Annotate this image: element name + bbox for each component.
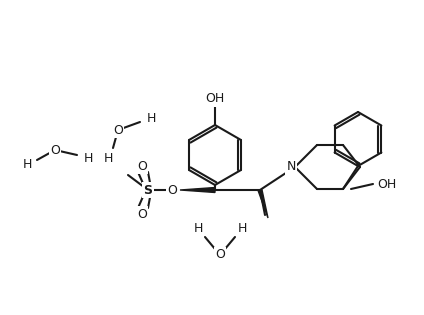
Polygon shape: [180, 187, 215, 192]
Text: O: O: [113, 123, 123, 136]
Text: H: H: [237, 222, 247, 236]
Text: O: O: [50, 144, 60, 157]
Polygon shape: [258, 189, 268, 218]
Text: O: O: [137, 208, 147, 220]
Text: S: S: [143, 184, 153, 197]
Text: O: O: [215, 249, 225, 261]
Text: OH: OH: [205, 93, 225, 106]
Text: H: H: [193, 222, 203, 236]
Text: OH: OH: [377, 177, 396, 191]
Text: O: O: [137, 159, 147, 173]
Text: O: O: [167, 184, 177, 197]
Text: H: H: [146, 112, 156, 124]
Text: H: H: [22, 158, 32, 170]
Text: H: H: [83, 152, 93, 164]
Text: H: H: [103, 152, 113, 164]
Text: N: N: [286, 161, 296, 174]
